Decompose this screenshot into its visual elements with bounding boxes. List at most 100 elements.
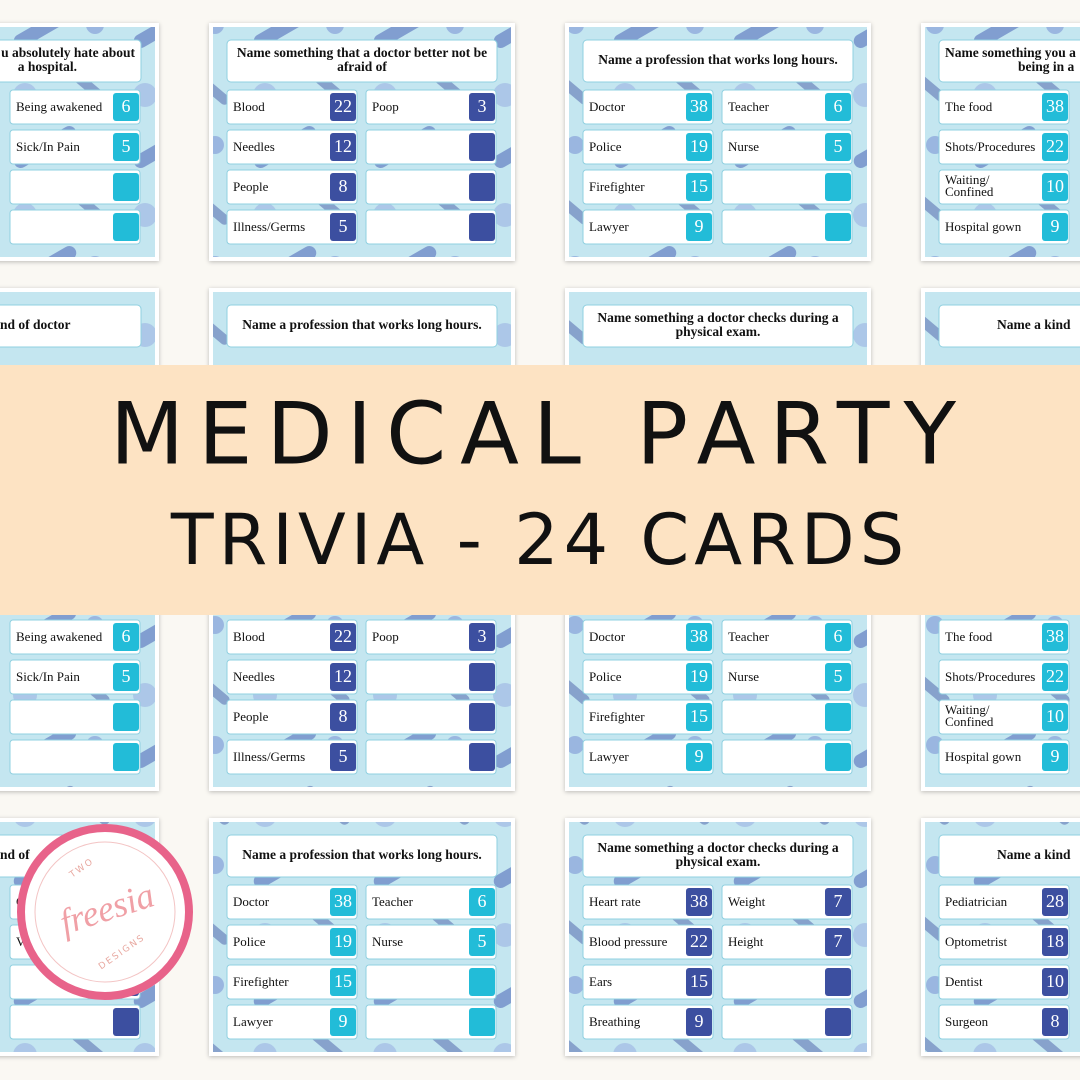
answer-label: Waiting/ [945, 702, 990, 717]
question: being in a [1018, 59, 1075, 74]
answer-label: Needles [233, 669, 275, 684]
answer-label: Nurse [372, 934, 403, 949]
points-box [686, 703, 712, 731]
points: 15 [334, 971, 352, 991]
answer-label: Teacher [728, 629, 770, 644]
answer-label: Lawyer [589, 749, 629, 764]
points: 6 [834, 96, 843, 116]
points: 22 [334, 626, 352, 646]
question-box [582, 834, 854, 878]
answer-slot [938, 169, 1070, 205]
answer-slot [938, 884, 1070, 920]
points-box [825, 968, 851, 996]
points: 9 [1051, 746, 1060, 766]
answer-slot [226, 619, 358, 655]
points-box [686, 663, 712, 691]
points-box [113, 133, 139, 161]
points-box [469, 663, 495, 691]
answer-label: Firefighter [589, 709, 645, 724]
answer-slot [938, 619, 1070, 655]
points: 19 [690, 136, 708, 156]
answer-slot [365, 659, 497, 695]
points-box [113, 743, 139, 771]
answer-label: Firefighter [233, 974, 289, 989]
points: 3 [478, 626, 487, 646]
points: 22 [1046, 666, 1064, 686]
points-box [1042, 968, 1068, 996]
answer-label: Surgeon [945, 1014, 989, 1029]
answer-slot [365, 129, 497, 165]
points: 9 [1051, 216, 1060, 236]
points-box [113, 173, 139, 201]
points: 19 [334, 931, 352, 951]
answer-slot [9, 129, 141, 165]
answer-label: Being awakened [16, 629, 103, 644]
answer-label: Poop [372, 99, 399, 114]
answer-slot [721, 209, 853, 245]
answer-slot [721, 964, 853, 1000]
question: Name a profession that works long hours. [242, 317, 481, 332]
answer-slot [226, 699, 358, 735]
answer-slot [226, 964, 358, 1000]
question-box [938, 304, 1080, 348]
answer-slot [365, 169, 497, 205]
answer-slot [365, 1004, 497, 1040]
answer-slot [938, 659, 1070, 695]
question: Name something a doctor checks during a [597, 310, 838, 325]
points-box [469, 888, 495, 916]
answer-slot [226, 924, 358, 960]
answer-slot [582, 209, 714, 245]
question: Name something that a doctor better not … [237, 45, 487, 60]
answer-slot [9, 699, 141, 735]
points: 8 [339, 706, 348, 726]
answer-label: Waiting/ [945, 172, 990, 187]
answer-label: Police [589, 669, 622, 684]
answer-slot [721, 129, 853, 165]
answer-label: Heart rate [589, 894, 641, 909]
question: Name something you a [945, 45, 1076, 60]
answer-slot [9, 89, 141, 125]
answer-slot [938, 129, 1070, 165]
question-box [226, 304, 498, 348]
points-box [330, 93, 356, 121]
logo: TWO freesia DESIGNS [17, 824, 193, 1000]
points-box [330, 703, 356, 731]
answer-label: Ears [589, 974, 612, 989]
answer-slot [226, 89, 358, 125]
question: Name a kind [997, 317, 1071, 332]
answer-slot [938, 209, 1070, 245]
answer-slot [721, 619, 853, 655]
answer-slot [721, 699, 853, 735]
answer-slot [365, 924, 497, 960]
banner-bg [0, 365, 1080, 615]
points-box [330, 663, 356, 691]
answer-label: Blood pressure [589, 934, 668, 949]
points-box [825, 703, 851, 731]
answer-label: V [16, 934, 26, 949]
points-box [686, 743, 712, 771]
answer-slot [582, 884, 714, 920]
points-box [1042, 743, 1068, 771]
points: 22 [334, 96, 352, 116]
points-box [825, 133, 851, 161]
answer-slot [938, 964, 1070, 1000]
points-box [113, 623, 139, 651]
points-box [330, 743, 356, 771]
points: 7 [834, 931, 843, 951]
points: 5 [339, 746, 348, 766]
points: 10 [1046, 706, 1064, 726]
points: 5 [834, 136, 843, 156]
points-box [469, 968, 495, 996]
answer-slot [938, 924, 1070, 960]
points: 38 [690, 891, 708, 911]
question: nd of doctor [0, 317, 71, 332]
question-box [0, 39, 142, 83]
points-box [113, 703, 139, 731]
points-box [469, 623, 495, 651]
answer-slot [582, 924, 714, 960]
answer-label: Pediatrician [945, 894, 1008, 909]
answer-label: Police [589, 139, 622, 154]
question: Name a profession that works long hours. [598, 52, 837, 67]
question: afraid of [337, 59, 387, 74]
